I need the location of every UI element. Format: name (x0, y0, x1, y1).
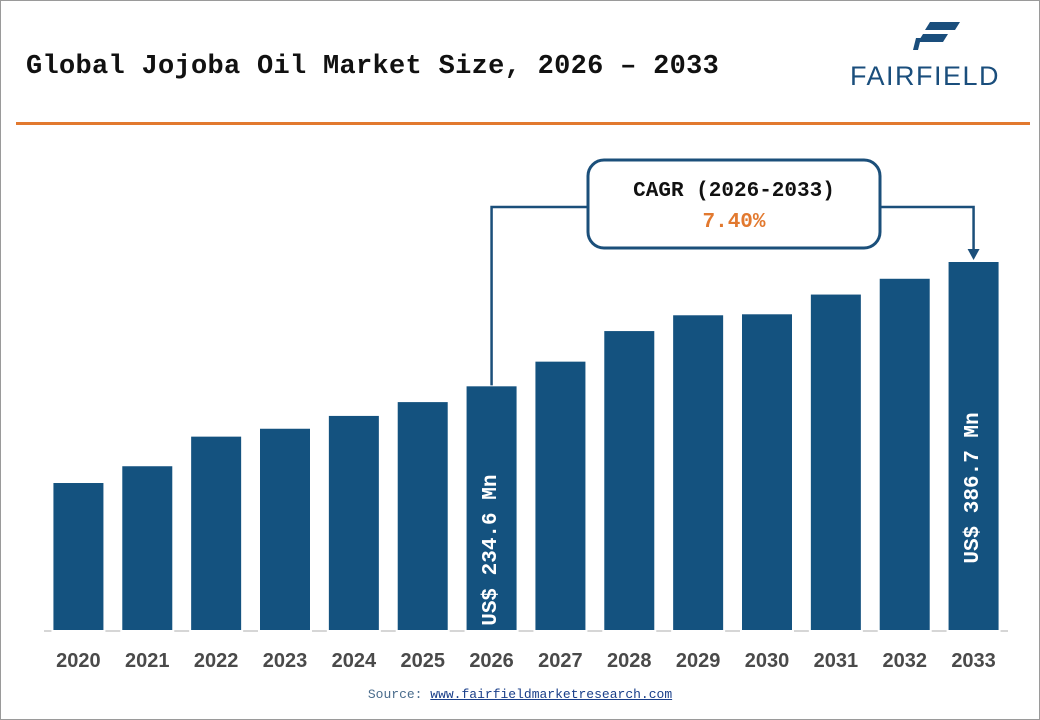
bar-2031 (808, 292, 863, 632)
source-note: Source: www.fairfieldmarketresearch.com (0, 687, 1040, 702)
bar-2033 (946, 260, 1001, 632)
x-tick-2027: 2027 (538, 650, 583, 672)
x-tick-2025: 2025 (400, 650, 445, 672)
bar-2025 (395, 400, 450, 632)
source-link[interactable]: www.fairfieldmarketresearch.com (430, 687, 673, 702)
x-tick-2030: 2030 (745, 650, 790, 672)
source-prefix: Source: (367, 687, 431, 702)
x-tick-2020: 2020 (56, 650, 101, 672)
bars-group: US$ 234.6 Mn US$ 386.7 Mn (51, 260, 1001, 633)
x-tick-2033: 2033 (951, 650, 996, 672)
callout-box (586, 158, 882, 250)
x-tick-2026: 2026 (469, 650, 514, 672)
bar-2032 (877, 276, 932, 632)
bar-2024 (326, 413, 381, 633)
x-tick-2024: 2024 (332, 650, 377, 672)
x-tick-2022: 2022 (194, 650, 239, 672)
bar-2021 (120, 464, 175, 632)
logo-text: FAIRFIELD (850, 61, 1001, 91)
bar-2027 (533, 359, 588, 632)
fairfield-logo: FAIRFIELD (848, 18, 1028, 91)
bar-data-label-2033: US$ 386.7 Mn (962, 412, 985, 563)
bar-2026 (464, 384, 519, 632)
header-divider (16, 122, 1030, 125)
bar-2029 (671, 313, 726, 632)
bar-2028 (602, 329, 657, 632)
callout-connector-right (880, 205, 975, 251)
x-tick-2032: 2032 (882, 650, 927, 672)
callout-value: 7.40% (702, 211, 765, 234)
x-tick-labels: 2020 2021 2022 2023 2024 2025 2026 2027 2028 2029… (56, 650, 996, 672)
x-tick-2023: 2023 (263, 650, 308, 672)
chart-title: Global Jojoba Oil Market Size, 2026 – 20… (26, 52, 720, 82)
logo-mark-icon (913, 22, 960, 50)
bar-2030 (740, 312, 794, 632)
bar-2020 (51, 481, 106, 632)
x-tick-2028: 2028 (607, 650, 652, 672)
bar-2022 (189, 434, 244, 633)
arrow-down-icon (967, 249, 980, 260)
callout-connector-left (490, 205, 588, 386)
bar-2023 (258, 426, 312, 632)
callout-label: CAGR (2026-2033) (633, 180, 835, 203)
x-tick-2031: 2031 (814, 650, 859, 672)
x-tick-2021: 2021 (125, 650, 170, 672)
x-tick-2029: 2029 (676, 650, 721, 672)
cagr-callout: CAGR (2026-2033) 7.40% (490, 158, 980, 386)
bar-data-label-2026: US$ 234.6 Mn (480, 475, 503, 626)
